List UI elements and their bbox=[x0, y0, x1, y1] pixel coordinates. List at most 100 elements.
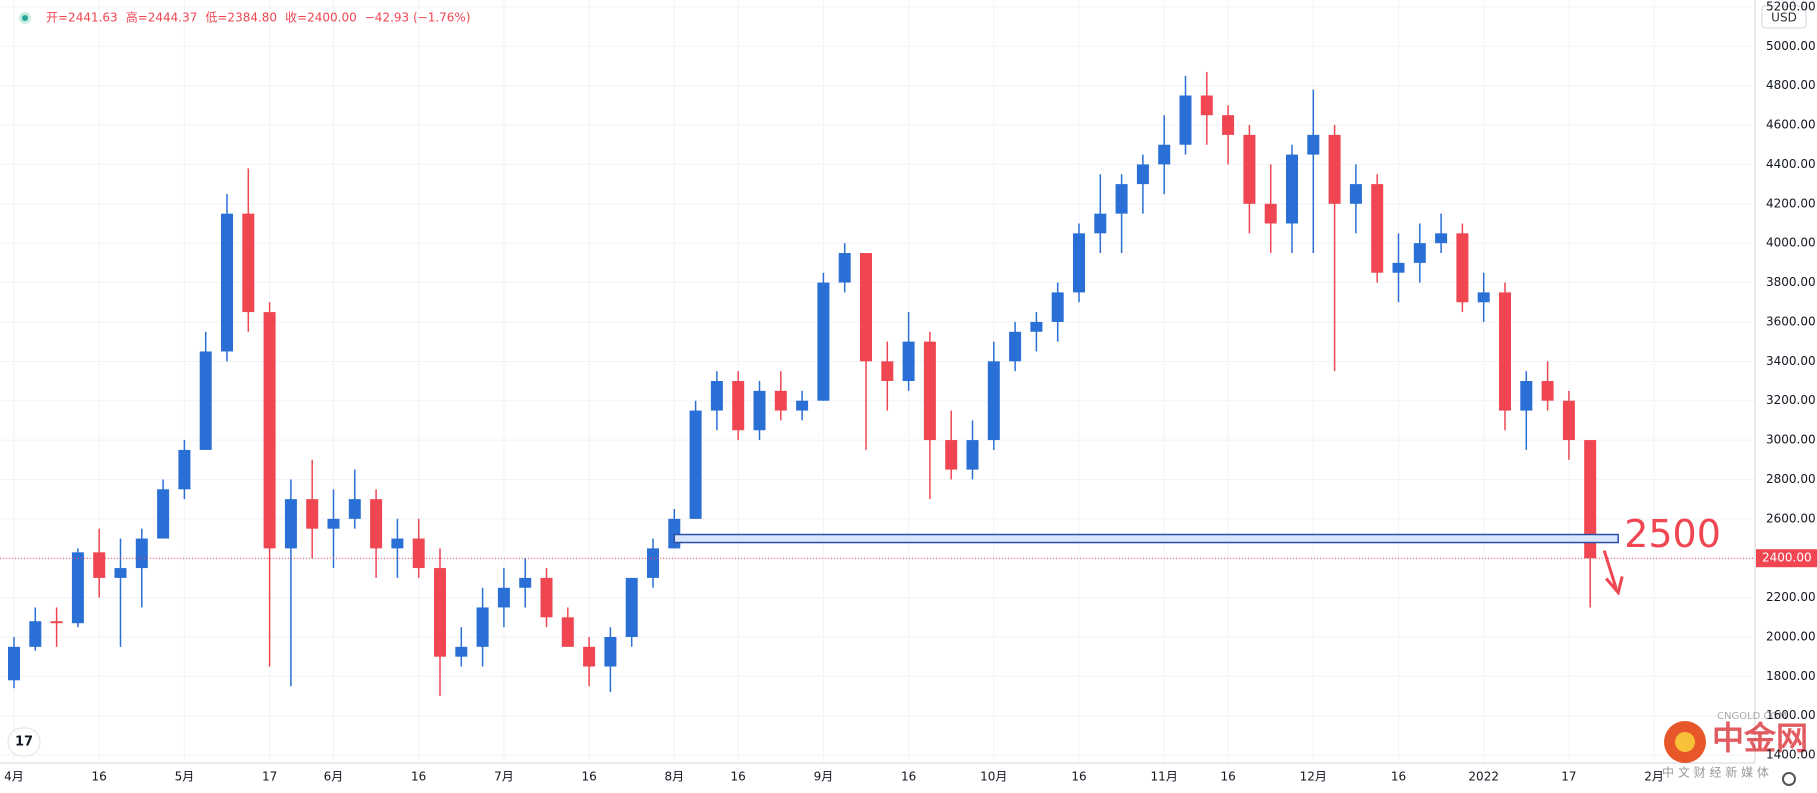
candle-body bbox=[817, 282, 830, 401]
candle-body bbox=[135, 538, 148, 569]
candle-body bbox=[391, 538, 404, 549]
candle-body bbox=[1136, 164, 1149, 185]
candle-body bbox=[1307, 134, 1320, 155]
candle-body bbox=[1243, 134, 1256, 204]
candle-body bbox=[796, 400, 809, 411]
candle-body bbox=[412, 538, 425, 569]
x-tick-label: 16 bbox=[731, 770, 746, 784]
candles bbox=[8, 71, 1597, 697]
x-tick-label: 12月 bbox=[1300, 770, 1327, 784]
candle-body bbox=[881, 361, 894, 382]
candle-body bbox=[604, 636, 617, 667]
y-tick-label: 1800.00 bbox=[1766, 669, 1816, 683]
candle-body bbox=[647, 548, 659, 578]
tv-logo: 17 bbox=[7, 727, 41, 757]
y-tick-label: 3400.00 bbox=[1766, 354, 1816, 368]
x-tick-label: 8月 bbox=[664, 770, 684, 784]
candle-body bbox=[987, 361, 1000, 441]
x-tick-label: 16 bbox=[92, 770, 107, 784]
candle-body bbox=[50, 621, 63, 624]
candle-body bbox=[1222, 115, 1235, 135]
candle-body bbox=[434, 568, 446, 657]
candle-body bbox=[93, 552, 106, 578]
candle-body bbox=[625, 577, 638, 637]
candle-body bbox=[476, 607, 489, 647]
arrow bbox=[1602, 550, 1624, 596]
candle-body bbox=[1158, 144, 1171, 165]
candle-body bbox=[455, 646, 468, 657]
candle-body bbox=[1371, 184, 1384, 273]
x-tick-label: 7月 bbox=[494, 770, 514, 784]
y-tick-label: 4000.00 bbox=[1766, 236, 1816, 250]
y-tick-label: 4600.00 bbox=[1766, 118, 1816, 132]
candle-body bbox=[242, 213, 255, 313]
candle-body bbox=[348, 499, 361, 519]
x-tick-label: 16 bbox=[411, 770, 426, 784]
support-label: 2500 bbox=[1624, 512, 1721, 556]
x-tick-label: 2022 bbox=[1468, 770, 1499, 784]
watermark-site: CNGOLD.COM bbox=[1717, 711, 1787, 722]
candle-body bbox=[1435, 233, 1448, 244]
candle-body bbox=[583, 646, 596, 667]
last-price-label: 2400.00 bbox=[1762, 551, 1812, 565]
watermark-slogan: 中 文 财 经 新 媒 体 bbox=[1662, 765, 1769, 780]
candle-body bbox=[945, 440, 958, 470]
candle-body bbox=[114, 568, 127, 578]
candle-body bbox=[1051, 292, 1064, 322]
x-tick-label: 4月 bbox=[4, 770, 24, 784]
candle-body bbox=[1520, 381, 1533, 411]
candle-body bbox=[774, 390, 787, 411]
y-tick-label: 3200.00 bbox=[1766, 393, 1816, 407]
y-tick-label: 4200.00 bbox=[1766, 196, 1816, 210]
candle-body bbox=[284, 499, 297, 549]
x-tick-label: 16 bbox=[1220, 770, 1235, 784]
candle-body bbox=[561, 617, 574, 647]
watermark-title: 中金网 bbox=[1712, 719, 1808, 757]
candle-body bbox=[71, 552, 84, 624]
candle-body bbox=[1286, 154, 1298, 224]
y-tick-label: 1600.00 bbox=[1766, 708, 1816, 722]
gear-icon[interactable] bbox=[1782, 772, 1796, 786]
x-tick-label: 17 bbox=[1561, 770, 1576, 784]
currency-button[interactable] bbox=[1761, 5, 1807, 29]
candle-body bbox=[1073, 233, 1085, 293]
candle-body bbox=[689, 410, 702, 519]
candle-body bbox=[1030, 321, 1043, 332]
y-tick-label: 3800.00 bbox=[1766, 275, 1816, 289]
currency[interactable]: USD bbox=[1771, 11, 1797, 25]
candle-body bbox=[157, 489, 170, 539]
x-tick-label: 17 bbox=[262, 770, 277, 784]
ohlc-value: 收=2400.00 bbox=[285, 11, 357, 25]
candle-body bbox=[8, 646, 20, 681]
svg-text:17: 17 bbox=[15, 735, 33, 750]
candle-body bbox=[221, 213, 233, 352]
candle-body bbox=[1349, 184, 1362, 204]
candle-body bbox=[1264, 203, 1277, 224]
y-tick-label: 2800.00 bbox=[1766, 472, 1816, 486]
grid bbox=[0, 0, 1755, 763]
candle-body bbox=[29, 621, 42, 647]
candle-body bbox=[838, 253, 851, 283]
candle-body bbox=[306, 499, 319, 529]
x-tick-label: 6月 bbox=[324, 770, 344, 784]
y-tick-label: 2000.00 bbox=[1766, 629, 1816, 643]
candle-body bbox=[1562, 400, 1575, 441]
candle-body bbox=[860, 253, 872, 362]
candle-body bbox=[732, 381, 745, 431]
candle-body bbox=[923, 341, 936, 441]
y-tick-label: 2200.00 bbox=[1766, 590, 1816, 604]
support-zone bbox=[673, 533, 1619, 544]
candle-body bbox=[370, 499, 383, 549]
y-tick-label: 1400.00 bbox=[1766, 748, 1816, 762]
candle-body bbox=[263, 312, 276, 549]
candle-body bbox=[1477, 292, 1490, 303]
watermark: 中金网 CNGOLD.COM 中 文 财 经 新 媒 体 bbox=[1662, 711, 1808, 780]
candle-body bbox=[178, 449, 191, 490]
candle-body bbox=[1499, 292, 1511, 411]
x-tick-label: 16 bbox=[901, 770, 916, 784]
y-tick-label: 4800.00 bbox=[1766, 78, 1816, 92]
candle-body bbox=[753, 390, 766, 431]
ohlc-legend: 开=2441.63 高=2444.37 低=2384.80 收=2400.00 −42.… bbox=[46, 10, 471, 25]
candle-body bbox=[540, 577, 553, 618]
